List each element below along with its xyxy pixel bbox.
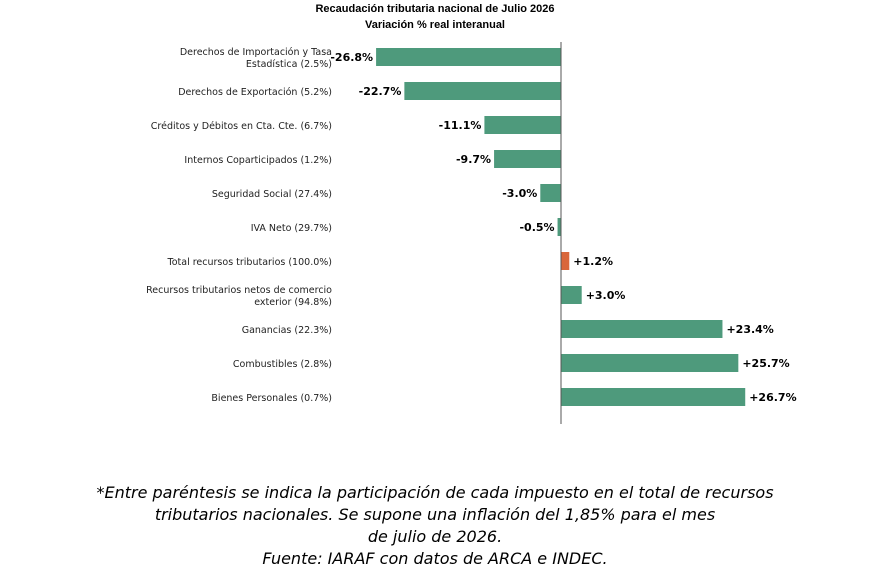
bar-chart: -26.8%Derechos de Importación y TasaEsta… [146, 42, 797, 424]
category-label: Total recursos tributarios (100.0%) [167, 257, 332, 268]
category-label: Estadística (2.5%) [246, 59, 332, 70]
footnote: *Entre paréntesis se indica la participa… [60, 482, 810, 570]
bar [484, 116, 561, 134]
bar-value-label: +3.0% [586, 289, 626, 302]
category-label: Recursos tributarios netos de comercio [146, 285, 332, 296]
footnote-line-1: *Entre paréntesis se indica la participa… [96, 483, 774, 502]
bar [561, 320, 723, 338]
bar-value-label: -26.8% [330, 51, 373, 64]
bar [561, 354, 739, 372]
bar-value-label: -11.1% [439, 119, 482, 132]
bar-value-label: -0.5% [519, 221, 554, 234]
bar-value-label: +1.2% [573, 255, 613, 268]
bar-value-label: +25.7% [742, 357, 789, 370]
bar [561, 388, 746, 406]
category-label: Seguridad Social (27.4%) [212, 189, 332, 200]
category-label: Combustibles (2.8%) [233, 359, 332, 370]
bar-value-label: -9.7% [456, 153, 491, 166]
category-label: IVA Neto (29.7%) [251, 223, 332, 234]
category-label: Créditos y Débitos en Cta. Cte. (6.7%) [151, 121, 332, 132]
category-label: Derechos de Exportación (5.2%) [178, 87, 332, 98]
chart-title: Recaudación tributaria nacional de Julio… [315, 3, 555, 15]
bar [404, 82, 561, 100]
bar [540, 184, 561, 202]
category-label: Bienes Personales (0.7%) [211, 393, 332, 404]
category-label: Internos Coparticipados (1.2%) [184, 155, 332, 166]
footnote-line-2: tributarios nacionales. Se supone una in… [154, 505, 716, 524]
bar-value-label: -3.0% [502, 187, 537, 200]
bar-value-label: +23.4% [726, 323, 773, 336]
bar [561, 286, 582, 304]
chart-subtitle: Variación % real interanual [364, 19, 505, 31]
bar-value-label: +26.7% [749, 391, 796, 404]
footnote-source: Fuente: IARAF con datos de ARCA e INDEC. [262, 549, 608, 568]
category-label: exterior (94.8%) [254, 297, 332, 308]
category-label: Derechos de Importación y Tasa [180, 47, 332, 58]
bar-value-label: -22.7% [359, 85, 402, 98]
bar [557, 218, 561, 236]
bar [561, 252, 570, 270]
bar [494, 150, 561, 168]
footnote-line-3: de julio de 2026. [367, 527, 503, 546]
category-label: Ganancias (22.3%) [242, 325, 332, 336]
bar [376, 48, 561, 66]
